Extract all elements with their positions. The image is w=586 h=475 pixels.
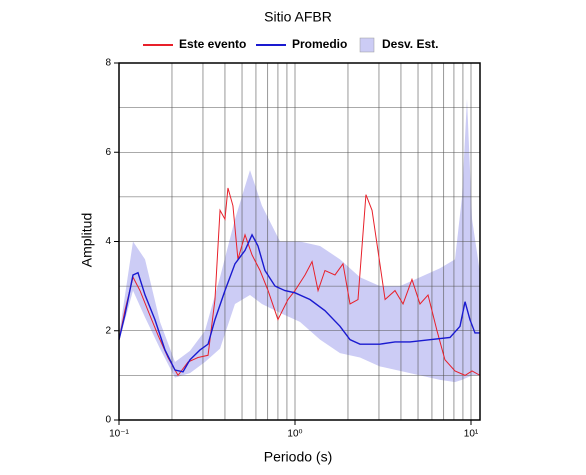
x-tick-label: 10⁰ bbox=[287, 429, 302, 440]
series-line bbox=[118, 233, 480, 373]
chart-title: Sitio AFBR bbox=[264, 9, 332, 25]
y-tick-label: 8 bbox=[105, 58, 111, 69]
legend-label: Desv. Est. bbox=[382, 37, 438, 51]
std-band bbox=[119, 98, 480, 383]
y-axis-label: Amplitud bbox=[79, 213, 95, 267]
y-tick-label: 0 bbox=[105, 415, 111, 426]
y-tick-label: 4 bbox=[105, 236, 111, 247]
y-tick-label: 2 bbox=[105, 325, 111, 336]
legend-label: Promedio bbox=[292, 37, 347, 51]
series-line bbox=[118, 187, 481, 377]
x-tick-label: 10⁻¹ bbox=[109, 429, 129, 440]
legend-label: Este evento bbox=[179, 37, 246, 51]
plot-frame bbox=[118, 62, 481, 421]
y-tick-label: 6 bbox=[105, 147, 111, 158]
x-axis-label: Periodo (s) bbox=[264, 449, 332, 465]
x-tick-label: 10¹ bbox=[464, 429, 479, 440]
legend-swatch bbox=[359, 37, 375, 53]
